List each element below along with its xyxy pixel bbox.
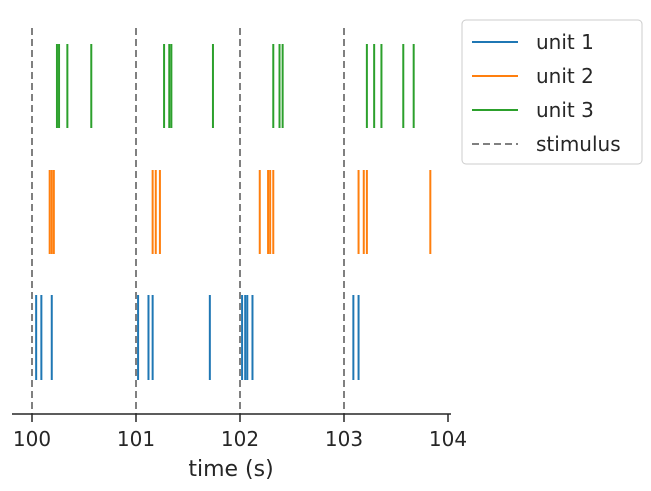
legend-label: stimulus: [536, 132, 621, 156]
x-tick-label: 102: [221, 427, 259, 451]
legend-label: unit 3: [536, 98, 594, 122]
x-tick-label: 100: [13, 427, 51, 451]
legend-label: unit 1: [536, 30, 594, 54]
x-axis: 100 101 102 103 104: [12, 413, 467, 451]
x-tick-label: 103: [325, 427, 363, 451]
legend-frame: [461, 19, 643, 165]
legend-label: unit 2: [536, 64, 594, 88]
stimulus-lines: [31, 28, 345, 414]
spike-train-unit-3: [55, 44, 415, 128]
spike-train-unit-1: [35, 295, 360, 380]
x-tick-label: 104: [429, 427, 467, 451]
legend: unit 1 unit 2 unit 3 stimulus: [461, 19, 643, 165]
spike-trains: [35, 44, 432, 380]
x-axis-label: time (s): [188, 457, 273, 482]
spike-train-unit-2: [48, 170, 432, 254]
x-tick-label: 101: [117, 427, 155, 451]
